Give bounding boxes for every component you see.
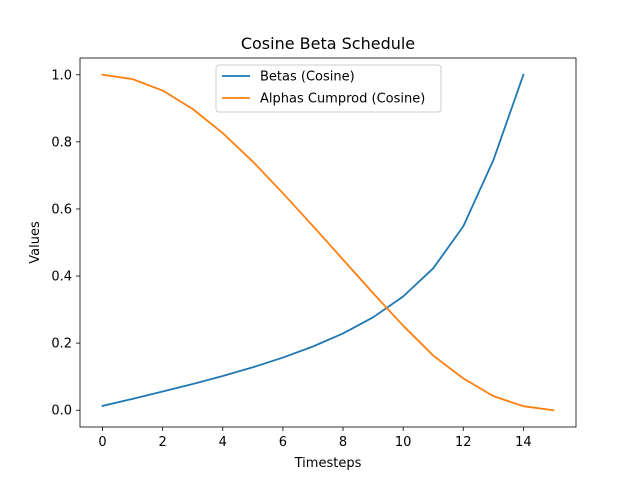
- y-tick-label: 0.4: [51, 270, 72, 285]
- x-axis: 0 2 4 6 8 10 12 14: [98, 427, 532, 450]
- x-tick-label: 4: [219, 435, 227, 450]
- y-tick-label: 0.8: [51, 135, 72, 150]
- x-tick-label: 8: [339, 435, 347, 450]
- y-tick-label: 1.0: [51, 68, 72, 83]
- x-tick-label: 0: [98, 435, 106, 450]
- y-axis: 0.0 0.2 0.4 0.6 0.8 1.0: [51, 68, 80, 419]
- legend: Betas (Cosine) Alphas Cumprod (Cosine): [215, 64, 442, 113]
- legend-label: Alphas Cumprod (Cosine): [260, 92, 425, 107]
- y-tick-label: 0.6: [51, 202, 72, 217]
- series-line-alphas-cumprod: [101, 73, 555, 412]
- series-layer: [101, 73, 555, 412]
- y-tick-label: 0.0: [51, 404, 72, 419]
- x-axis-label: Timesteps: [294, 456, 362, 471]
- legend-box: [215, 64, 442, 113]
- x-tick-label: 2: [159, 435, 167, 450]
- y-tick-label: 0.2: [51, 337, 72, 352]
- x-tick-label: 14: [515, 435, 532, 450]
- chart-title: Cosine Beta Schedule: [241, 34, 415, 53]
- x-tick-label: 12: [455, 435, 472, 450]
- legend-label: Betas (Cosine): [260, 70, 355, 85]
- plot-frame: [79, 57, 577, 428]
- x-tick-label: 6: [279, 435, 287, 450]
- y-axis-label: Values: [28, 221, 43, 264]
- series-line-betas: [101, 73, 525, 407]
- x-tick-label: 10: [395, 435, 412, 450]
